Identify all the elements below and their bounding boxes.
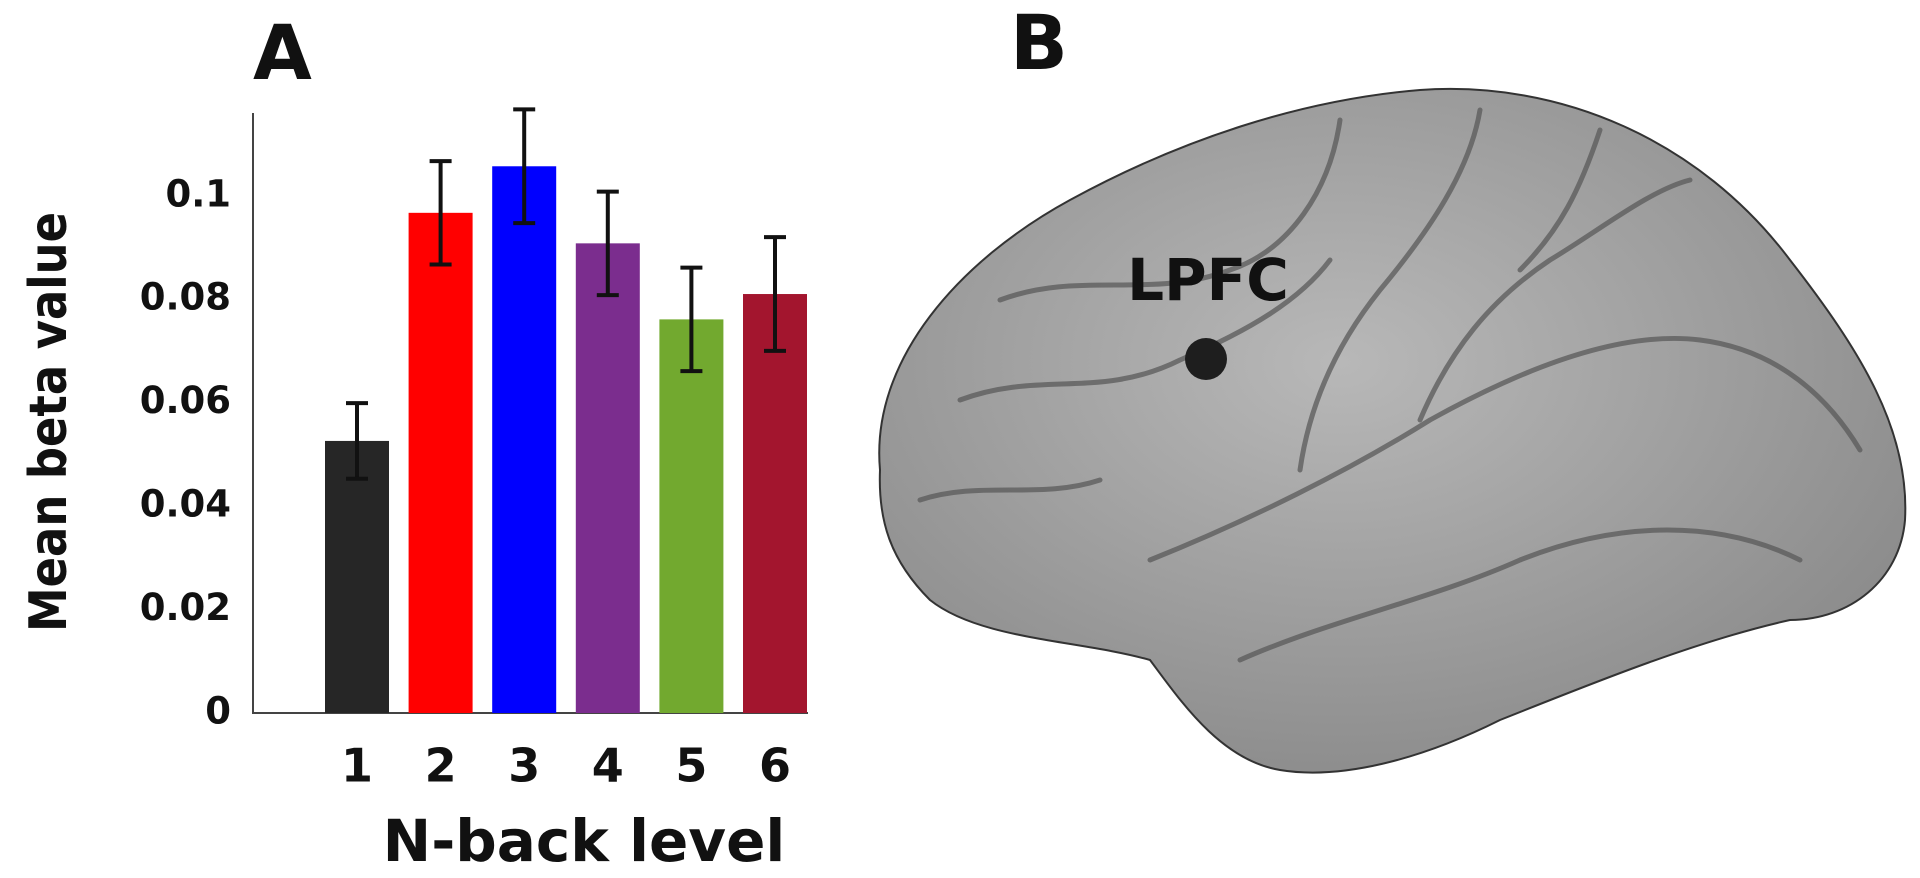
- brain-illustration: [878, 88, 1907, 774]
- y-tick-label: 0.06: [140, 379, 231, 422]
- x-tick-label: 2: [425, 739, 457, 793]
- x-tick-label: 6: [759, 739, 791, 793]
- x-tick-label: 3: [508, 739, 540, 793]
- x-tick-label: 1: [341, 739, 373, 793]
- y-tick-label: 0: [205, 690, 231, 733]
- bar: [659, 319, 724, 713]
- y-tick-label: 0.1: [165, 172, 231, 215]
- y-axis-label: Mean beta value: [19, 212, 79, 632]
- x-tick-label: 4: [592, 739, 624, 793]
- bar: [743, 294, 807, 713]
- panel-label: B: [1010, 0, 1068, 87]
- error-bar: [596, 189, 619, 298]
- y-tick-label: 0.08: [140, 276, 231, 319]
- bar: [492, 166, 557, 713]
- y-tick-label: 0.04: [140, 483, 231, 526]
- error-bar: [429, 159, 452, 267]
- error-bar: [346, 401, 368, 481]
- y-tick-label: 0.02: [140, 586, 231, 629]
- bar: [325, 440, 389, 713]
- error-bar: [764, 235, 786, 353]
- region-label: LPFC: [1127, 246, 1289, 314]
- error-bar: [680, 265, 703, 374]
- bar: [408, 212, 473, 714]
- x-axis-label: N-back level: [383, 807, 786, 875]
- bar: [575, 243, 640, 713]
- error-bar: [513, 107, 536, 226]
- x-tick-label: 5: [675, 739, 707, 793]
- panel-label: A: [253, 8, 312, 97]
